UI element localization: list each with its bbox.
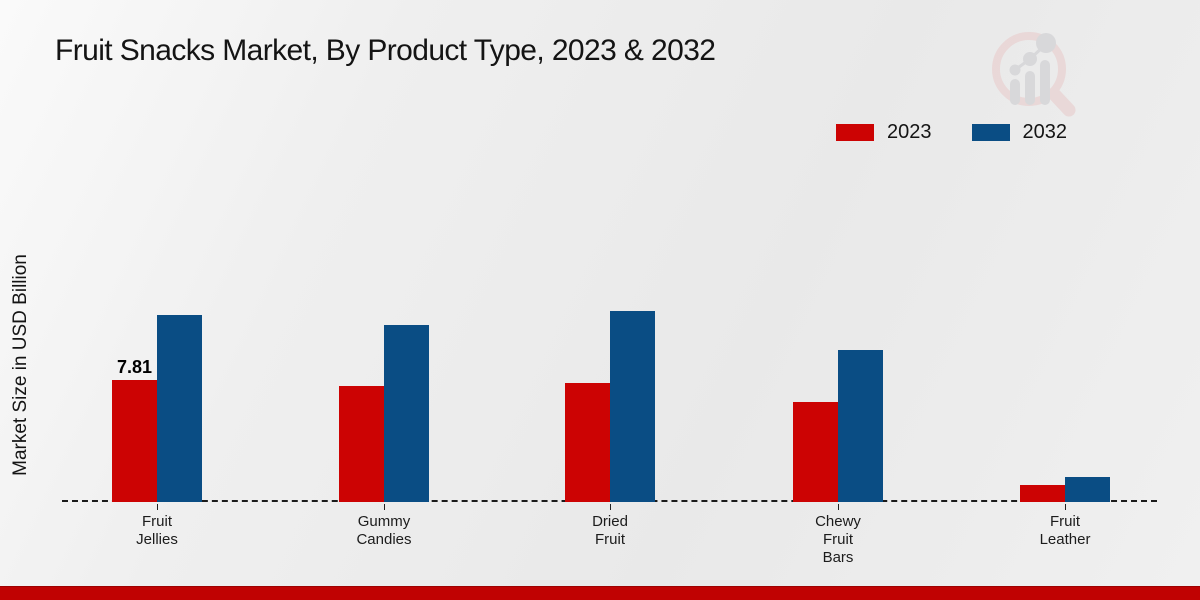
brand-watermark-logo (988, 26, 1088, 123)
category-label: Dried Fruit (592, 513, 628, 548)
magnifier-chart-icon (992, 32, 1076, 117)
legend-item-2032: 2032 (971, 121, 1068, 144)
bar-2032 (838, 350, 883, 502)
legend-swatch-2023 (836, 124, 874, 141)
axis-tick (1064, 504, 1066, 510)
bar-2032 (384, 325, 429, 502)
category-label: Gummy Candies (356, 513, 412, 548)
data-label: 7.81 (116, 357, 153, 377)
category-label: Fruit Jellies (136, 513, 178, 548)
legend-swatch-2032 (971, 124, 1010, 141)
y-axis-label: Market Size in USD Billion (10, 254, 31, 476)
legend: 2023 2032 (836, 121, 1067, 144)
bar-2032 (610, 311, 655, 502)
axis-tick (156, 504, 158, 510)
bar-2023 (1020, 485, 1065, 502)
axis-tick (837, 504, 839, 510)
bar-2023: 7.81 (112, 357, 157, 502)
axis-tick (609, 504, 611, 510)
bar-2023 (793, 402, 838, 502)
category-label: Fruit Leather (1039, 513, 1091, 548)
bar-2023 (339, 386, 384, 502)
bar-2032 (157, 315, 202, 502)
legend-item-2023: 2023 (836, 121, 932, 144)
legend-label-2032: 2032 (1022, 121, 1068, 143)
bar-2023 (565, 383, 610, 502)
bar-2032 (1065, 477, 1110, 502)
legend-label-2023: 2023 (887, 121, 932, 143)
chart-title: Fruit Snacks Market, By Product Type, 20… (55, 34, 716, 67)
footer-bar (0, 586, 1200, 600)
axis-tick (383, 504, 385, 510)
category-label: Chewy Fruit Bars (815, 513, 861, 566)
